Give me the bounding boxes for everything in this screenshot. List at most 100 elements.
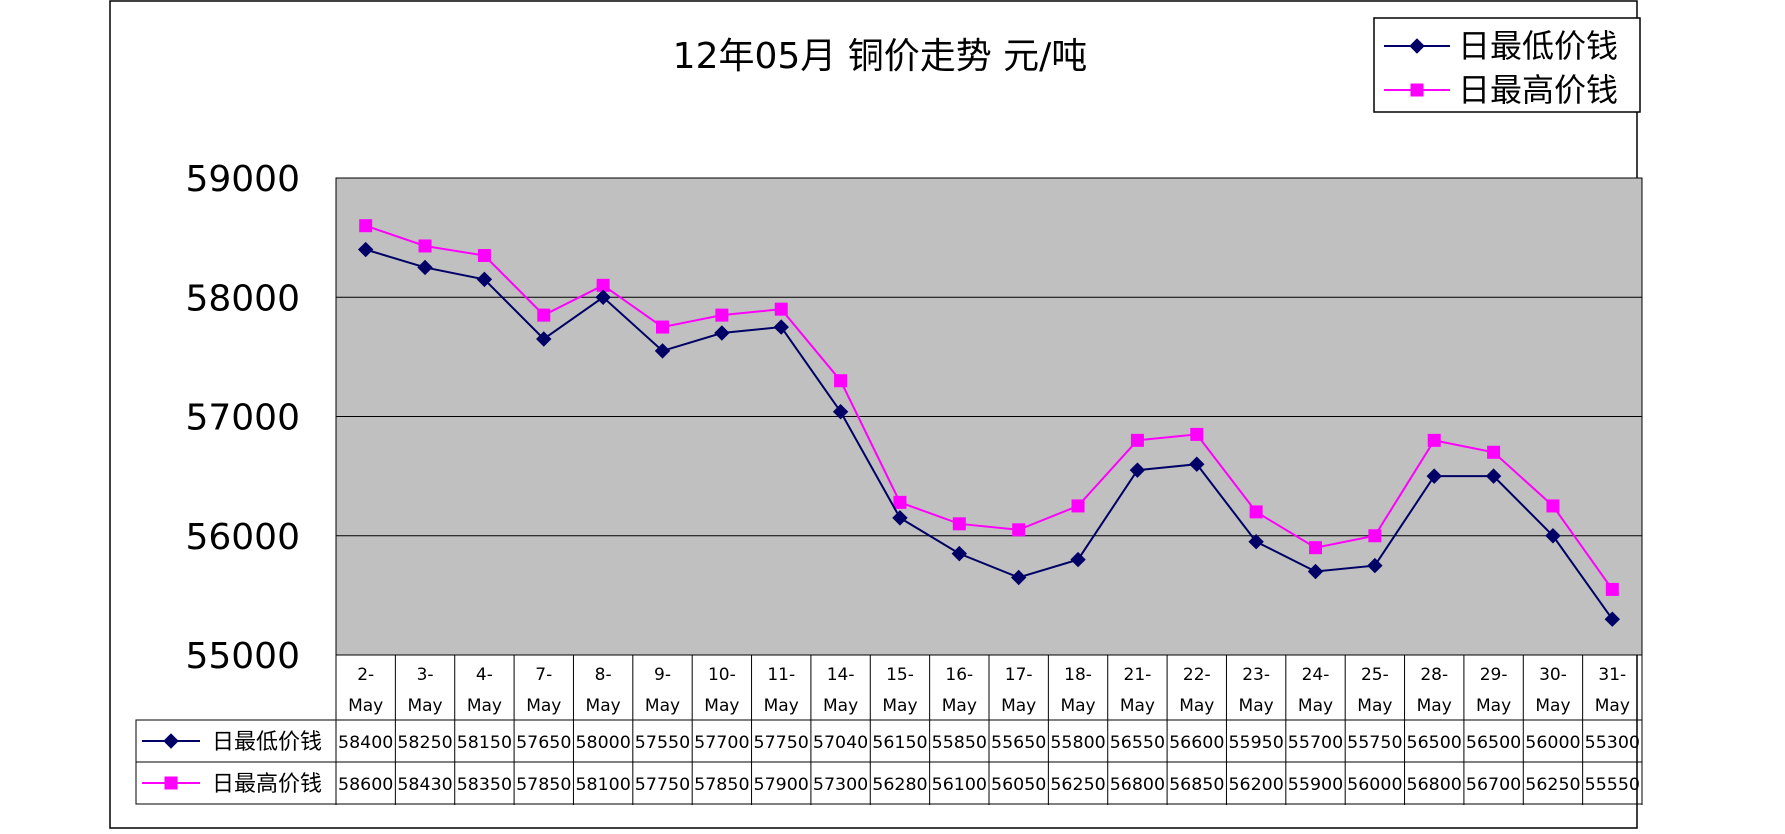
data-point-marker: [476, 271, 493, 288]
x-tick-label-day: 4-: [476, 665, 493, 685]
table-value-cell: 55850: [932, 733, 987, 753]
x-tick-label-day: 30-: [1539, 665, 1567, 685]
data-point-marker: [359, 219, 373, 233]
data-point-marker: [832, 404, 849, 420]
x-tick-label-day: 25-: [1361, 665, 1389, 685]
data-point-marker: [715, 308, 729, 322]
data-point-marker: [1604, 611, 1621, 627]
table-value-cell: 58100: [575, 775, 630, 795]
data-point-marker: [1248, 534, 1264, 550]
table-value-cell: 56000: [1347, 775, 1402, 795]
data-point-marker: [357, 241, 374, 258]
y-tick-label: 56000: [185, 517, 300, 558]
x-tick-label-month: May: [467, 696, 502, 716]
x-tick-label-month: May: [407, 696, 442, 716]
table-value-cell: 56100: [932, 775, 987, 795]
x-tick-label-day: 7-: [535, 665, 552, 685]
x-tick-label-month: May: [1535, 696, 1570, 716]
table-value-cell: 57300: [813, 775, 868, 795]
legend-key-marker: [1410, 83, 1424, 97]
data-point-marker: [834, 374, 848, 388]
legend-key-marker: [1409, 38, 1425, 54]
x-tick-label-day: 23-: [1242, 665, 1270, 685]
table-value-cell: 56800: [1110, 775, 1165, 795]
data-point-marker: [774, 302, 788, 316]
data-point-marker: [1071, 499, 1085, 513]
x-tick-label-day: 9-: [654, 665, 671, 685]
x-tick-label-day: 14-: [827, 665, 855, 685]
table-legend-key-marker: [163, 733, 179, 749]
x-tick-label-month: May: [1179, 696, 1214, 716]
table-value-cell: 55950: [1228, 733, 1283, 753]
table-value-cell: 56280: [872, 775, 927, 795]
x-axis: 2- May 3- May 4- May 7- May 8- May 9- May 10- May 11- M…: [335, 655, 1643, 805]
data-point-marker: [1307, 563, 1324, 580]
x-tick-label-day: 18-: [1064, 665, 1092, 685]
table-value-cell: 55700: [1288, 733, 1343, 753]
x-tick-label-month: May: [1476, 696, 1511, 716]
x-tick-label-day: 2-: [357, 665, 374, 685]
data-point-marker: [773, 319, 789, 335]
data-point-marker: [596, 278, 610, 292]
table-value-cell: 58000: [575, 733, 630, 753]
data-table: 日最低价钱 58400 58250 58150 57650 58000 57550 57700…: [135, 719, 1643, 805]
table-value-cell: 56000: [1525, 733, 1580, 753]
table-value-cell: 57850: [516, 775, 571, 795]
data-point-marker: [952, 517, 966, 531]
data-point-marker: [1249, 505, 1263, 519]
table-value-cell: 57900: [754, 775, 809, 795]
y-tick-label: 55000: [185, 636, 300, 677]
chart-title: 12年05月 铜价走势 元/吨: [673, 36, 1088, 77]
data-point-marker: [1485, 468, 1502, 484]
table-value-cell: 57700: [694, 733, 749, 753]
table-value-cell: 58150: [457, 733, 512, 753]
table-value-cell: 56800: [1407, 775, 1462, 795]
x-tick-label-month: May: [764, 696, 799, 716]
data-point-marker: [1487, 445, 1501, 459]
x-tick-label-day: 11-: [767, 665, 795, 685]
table-value-cell: 55750: [1347, 733, 1402, 753]
x-tick-label-day: 17-: [1005, 665, 1033, 685]
x-tick-label-day: 22-: [1183, 665, 1211, 685]
data-point-marker: [477, 249, 491, 263]
x-tick-label-day: 24-: [1302, 665, 1330, 685]
series-line: [365, 248, 1614, 620]
data-point-marker: [1367, 557, 1383, 574]
table-value-cell: 55550: [1585, 775, 1640, 795]
table-value-cell: 55300: [1585, 733, 1640, 753]
table-value-cell: 56250: [1050, 775, 1105, 795]
table-value-cell: 56250: [1525, 775, 1580, 795]
data-point-marker: [654, 343, 671, 359]
x-tick-label-day: 15-: [886, 665, 914, 685]
x-tick-label-day: 10-: [708, 665, 736, 685]
data-point-marker: [893, 495, 907, 509]
data-point-marker: [418, 239, 432, 253]
x-tick-label-month: May: [942, 696, 977, 716]
table-value-cell: 58600: [338, 775, 393, 795]
table-value-cell: 58430: [397, 775, 452, 795]
table-value-cell: 57750: [754, 733, 809, 753]
data-point-marker: [417, 259, 433, 276]
series-layer: [357, 219, 1621, 627]
table-legend-key-marker: [164, 776, 178, 790]
x-tick-label-month: May: [1595, 696, 1630, 716]
table-value-cell: 56500: [1466, 733, 1521, 753]
table-value-cell: 56550: [1110, 733, 1165, 753]
x-tick-label-day: 16-: [945, 665, 973, 685]
data-point-marker: [1189, 456, 1205, 472]
data-point-marker: [1309, 541, 1322, 555]
x-tick-label-month: May: [1120, 696, 1155, 716]
y-axis: 55000 56000 57000 58000 59000: [185, 159, 300, 677]
data-point-marker: [656, 320, 669, 334]
table-value-cell: 57750: [635, 775, 690, 795]
data-point-marker: [1129, 462, 1146, 478]
x-tick-label-month: May: [1298, 696, 1333, 716]
table-value-cell: 55650: [991, 733, 1046, 753]
data-point-marker: [1427, 433, 1441, 447]
table-value-cell: 56700: [1466, 775, 1521, 795]
data-point-marker: [1010, 569, 1027, 586]
table-value-cell: 56600: [1169, 733, 1224, 753]
table-value-cell: 57040: [813, 733, 868, 753]
table-value-cell: 58250: [397, 733, 452, 753]
data-point-marker: [595, 289, 611, 305]
